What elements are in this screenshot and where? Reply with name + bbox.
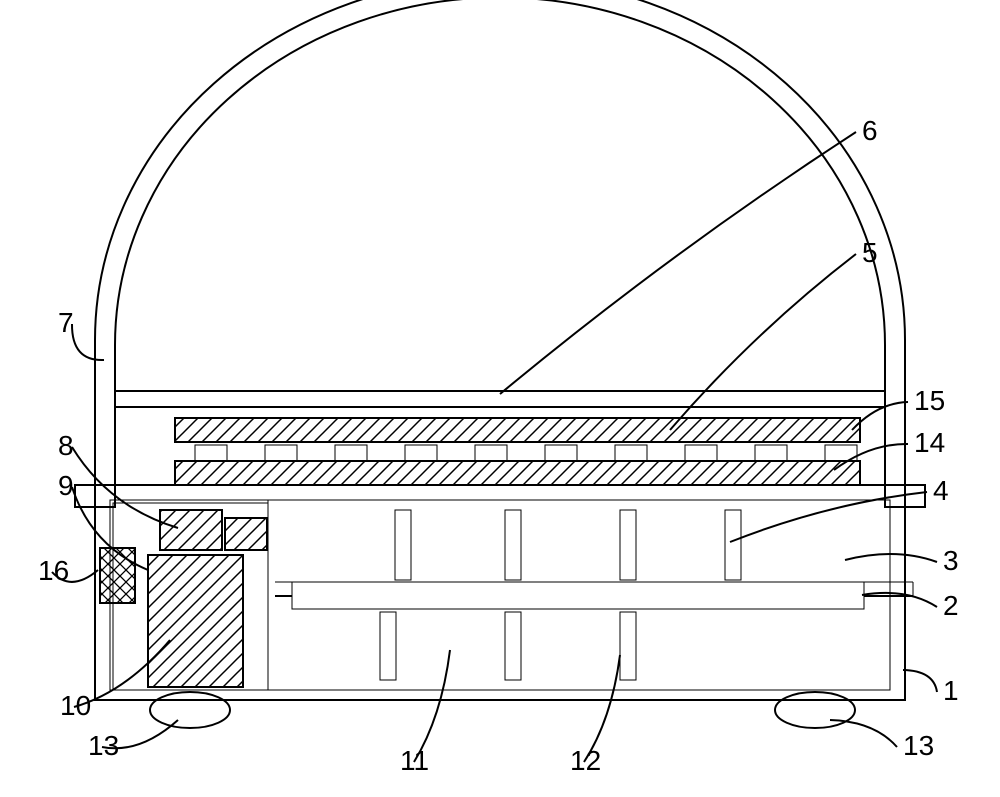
callout-leader [845, 554, 937, 562]
callout-number: 15 [914, 385, 945, 416]
dome-inner [115, 0, 885, 485]
callout-number: 12 [570, 745, 601, 776]
callout-number: 5 [862, 237, 878, 268]
diagram-canvas: 6 5 7 15 14 8 9 4 16 3 2 10 1 13 13 11 12 [0, 0, 1000, 797]
pad [335, 445, 367, 461]
pad [195, 445, 227, 461]
callout-number: 4 [933, 475, 949, 506]
pad [405, 445, 437, 461]
callout-number: 2 [943, 590, 959, 621]
pad [265, 445, 297, 461]
callout-number: 14 [914, 427, 945, 458]
pad [545, 445, 577, 461]
callout-number: 7 [58, 307, 74, 338]
fin-upper [505, 510, 521, 580]
dome-outer [95, 0, 905, 485]
block-8 [160, 510, 222, 550]
fin-lower [505, 612, 521, 680]
callout-leader [903, 670, 937, 692]
pad [475, 445, 507, 461]
callout-number: 10 [60, 690, 91, 721]
pad [755, 445, 787, 461]
callout-number: 8 [58, 430, 74, 461]
wheel-right [775, 692, 855, 728]
block-10 [148, 555, 243, 687]
slab-15 [175, 418, 860, 442]
callout-number: 13 [88, 730, 119, 761]
pad [615, 445, 647, 461]
callout-leader [72, 324, 104, 360]
callout-number: 13 [903, 730, 934, 761]
fin-lower [380, 612, 396, 680]
slab-14 [175, 461, 860, 485]
callout-leader [500, 132, 856, 394]
fin-upper [620, 510, 636, 580]
fin-upper [725, 510, 741, 580]
callout-number: 3 [943, 545, 959, 576]
block-9 [225, 518, 267, 550]
callout-number: 16 [38, 555, 69, 586]
pad [685, 445, 717, 461]
tray-slot [292, 582, 864, 609]
callout-number: 6 [862, 115, 878, 146]
callout-number: 11 [400, 745, 429, 776]
wheel-left [150, 692, 230, 728]
callout-number: 1 [943, 675, 959, 706]
callout-leader [670, 254, 856, 430]
fin-upper [395, 510, 411, 580]
fin-lower [620, 612, 636, 680]
block-16 [100, 548, 135, 603]
callout-number: 9 [58, 470, 74, 501]
